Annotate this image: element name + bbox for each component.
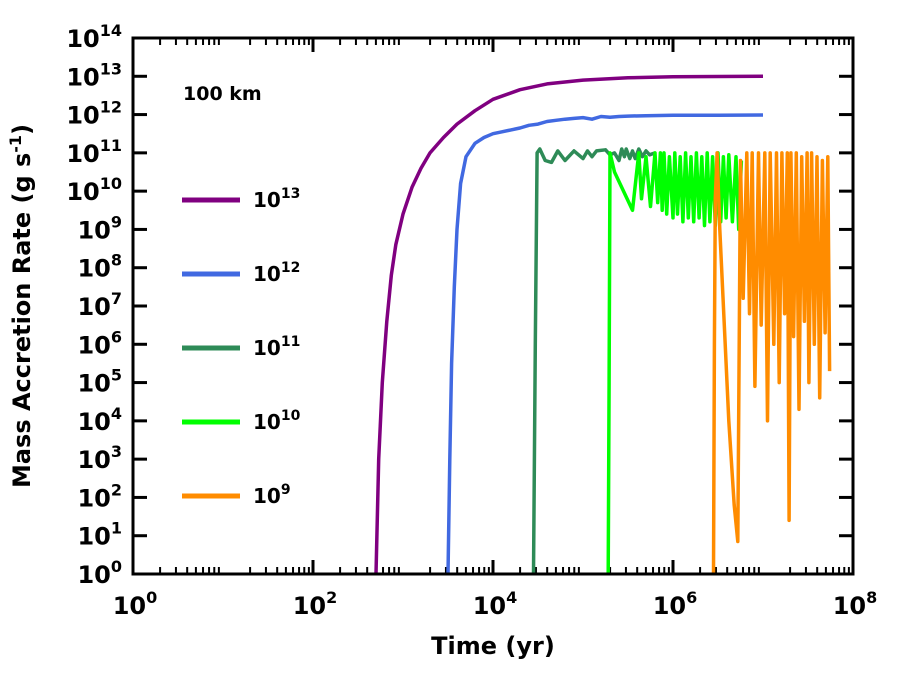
axis-ticks bbox=[131, 36, 855, 576]
x-tick-label: 100 bbox=[113, 588, 158, 620]
legend-label-9: 109 bbox=[253, 482, 291, 508]
x-axis-label: Time (yr) bbox=[431, 632, 555, 660]
annotation-100km: 100 km bbox=[183, 83, 262, 105]
x-tick-label: 108 bbox=[833, 588, 878, 620]
y-axis-label-sup: -1 bbox=[6, 135, 25, 153]
legend-label-12: 1012 bbox=[253, 260, 300, 286]
y-tick-label: 102 bbox=[77, 480, 122, 512]
y-tick-label: 105 bbox=[77, 366, 122, 398]
y-tick-label: 1010 bbox=[66, 174, 122, 206]
y-tick-label: 1014 bbox=[66, 21, 122, 53]
y-axis-label: Mass Accretion Rate (g s-1) bbox=[6, 124, 36, 488]
plot-frame bbox=[131, 36, 855, 576]
y-tick-label: 1012 bbox=[66, 98, 122, 130]
y-axis-label-tail: ) bbox=[8, 124, 36, 135]
y-tick-label: 107 bbox=[77, 289, 122, 321]
legend-label-11: 1011 bbox=[253, 334, 300, 360]
y-axis-label-main: Mass Accretion Rate (g s bbox=[8, 153, 36, 488]
series-line-13 bbox=[374, 74, 764, 575]
series-line-10 bbox=[606, 151, 744, 575]
y-tick-label: 101 bbox=[77, 519, 122, 551]
series-layer bbox=[374, 74, 832, 575]
series-line-11 bbox=[531, 147, 656, 575]
y-tick-label: 1013 bbox=[66, 59, 122, 91]
y-tick-label: 1011 bbox=[66, 136, 122, 168]
y-tick-label: 108 bbox=[77, 251, 122, 283]
x-tick-label: 106 bbox=[653, 588, 698, 620]
series-line-12 bbox=[446, 113, 764, 575]
y-tick-label: 103 bbox=[77, 442, 122, 474]
series-line-9 bbox=[711, 151, 832, 575]
x-tick-label: 102 bbox=[293, 588, 338, 620]
y-tick-label: 100 bbox=[77, 557, 122, 589]
y-tick-label: 106 bbox=[77, 327, 122, 359]
tick-labels: 1001011021031041051061071081091010101110… bbox=[66, 21, 877, 620]
y-tick-label: 109 bbox=[77, 212, 122, 244]
x-tick-label: 104 bbox=[473, 588, 518, 620]
y-tick-label: 104 bbox=[77, 404, 122, 436]
legend: 1013 1012 1011 1010 109 bbox=[182, 186, 301, 508]
legend-label-13: 1013 bbox=[253, 186, 300, 212]
legend-label-10: 1010 bbox=[253, 408, 301, 434]
